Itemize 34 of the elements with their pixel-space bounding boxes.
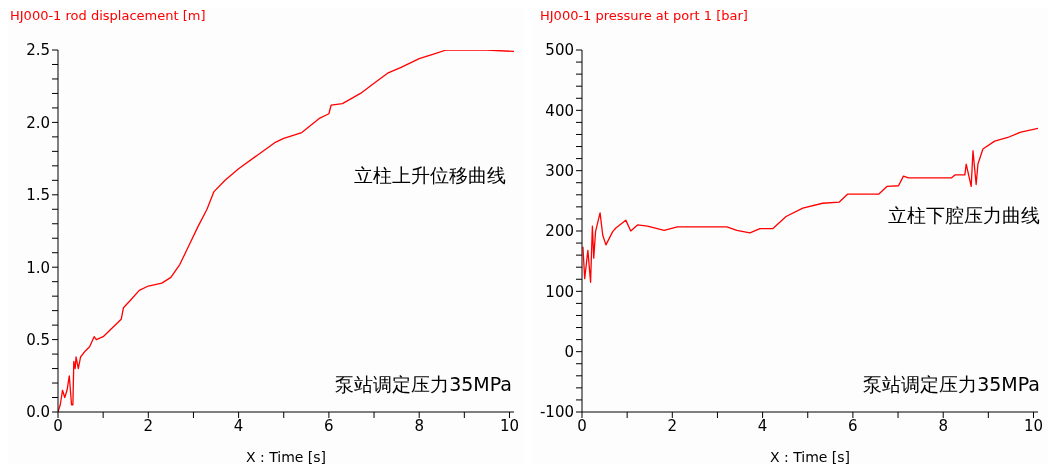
y-tick-label: 2.5 bbox=[26, 41, 50, 60]
annotation: 泵站调定压力35MPa bbox=[863, 372, 1040, 397]
y-tick-label: 100 bbox=[545, 282, 574, 301]
x-tick-label: 6 bbox=[848, 416, 858, 435]
x-tick-label: 2 bbox=[667, 416, 678, 435]
annotation: 立柱下腔压力曲线 bbox=[888, 203, 1040, 228]
x-axis-title: X : Time [s] bbox=[769, 449, 851, 465]
y-tick-label: 1.5 bbox=[26, 186, 50, 205]
x-tick-label: 6 bbox=[324, 416, 334, 435]
annotation: 泵站调定压力35MPa bbox=[335, 372, 512, 397]
y-axis-title: HJ000-1 pressure at port 1 [bar] bbox=[540, 8, 748, 23]
y-tick-label: 1.0 bbox=[26, 258, 50, 277]
y-tick-label: 400 bbox=[545, 101, 574, 120]
y-tick-label: 0.0 bbox=[26, 403, 50, 422]
y-tick-label: 2.0 bbox=[26, 113, 50, 132]
x-tick-label: 0 bbox=[577, 416, 587, 435]
y-tick-label: 500 bbox=[545, 41, 574, 60]
x-tick-label: 2 bbox=[143, 416, 154, 435]
y-tick-label: 200 bbox=[545, 222, 574, 241]
x-tick-label: 0 bbox=[53, 416, 63, 435]
x-tick-label: 8 bbox=[414, 416, 424, 435]
y-axis-title: HJ000-1 rod displacement [m] bbox=[10, 8, 206, 23]
y-tick-label: 0.5 bbox=[26, 330, 50, 349]
y-tick-label: -100 bbox=[539, 403, 574, 422]
line-series bbox=[582, 127, 1038, 283]
x-axis-title: X : Time [s] bbox=[245, 449, 327, 465]
y-tick-label: 0 bbox=[564, 342, 574, 361]
x-tick-label: 4 bbox=[757, 416, 768, 435]
x-tick-label: 8 bbox=[938, 416, 948, 435]
x-tick-label: 4 bbox=[233, 416, 244, 435]
x-tick-label: 10 bbox=[499, 416, 520, 435]
y-tick-label: 300 bbox=[545, 161, 574, 180]
annotation: 立柱上升位移曲线 bbox=[354, 163, 506, 188]
x-tick-label: 10 bbox=[1023, 416, 1044, 435]
